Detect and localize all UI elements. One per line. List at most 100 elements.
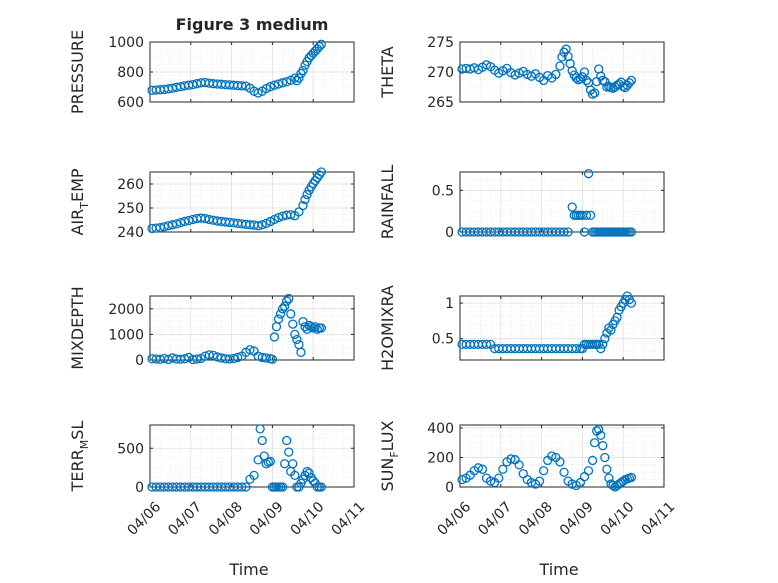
- ytick-label: 800: [117, 65, 144, 81]
- data-point: [587, 89, 598, 99]
- subplot-2: 240 250 260 AIRTEMP: [68, 167, 355, 241]
- ytick-label: 1: [445, 296, 454, 312]
- data-point: [175, 217, 186, 228]
- data-point: [626, 472, 637, 483]
- ylabel-6: TERRMSL: [68, 421, 91, 493]
- data-point: [600, 334, 610, 344]
- data-point: [579, 67, 590, 77]
- data-point: [275, 309, 286, 319]
- data-point: [261, 353, 271, 363]
- subplot-1: 265 270 275 THETA: [378, 35, 665, 111]
- data-point: [596, 430, 606, 440]
- data-point: [282, 77, 292, 87]
- data-point: [304, 468, 314, 478]
- data-point: [585, 210, 596, 220]
- data-point: [598, 75, 608, 86]
- data-point: [557, 52, 567, 62]
- data-point: [457, 474, 467, 485]
- ytick-label: 260: [117, 177, 144, 193]
- subplot-3: 0 0.5 RAINFALL: [378, 165, 665, 241]
- ytick-label: 0: [135, 353, 144, 369]
- ytick-label: 0.5: [432, 332, 454, 348]
- data-point: [587, 455, 598, 466]
- xtick-label: 04/10: [598, 499, 638, 539]
- data-point: [551, 69, 561, 80]
- xtick-label: 04/07: [475, 499, 515, 539]
- data-point: [245, 345, 255, 355]
- data-point: [255, 424, 265, 434]
- data-point: [581, 210, 592, 220]
- subplot-7: 0 200 400 04/06 04/07 04/08 04/09 04/10 04/11 Tim…: [378, 420, 678, 579]
- ytick-label: 400: [427, 421, 454, 437]
- subplot-6: 0 500 04/06 04/07 04/08 04/09 04/10 04/11 Time TE…: [68, 421, 368, 579]
- data-point: [286, 210, 296, 220]
- data-point: [277, 78, 288, 88]
- xtick-label: 04/06: [124, 499, 164, 539]
- data-point: [506, 454, 516, 464]
- data-point: [583, 466, 594, 476]
- data-point: [485, 476, 496, 486]
- data-point: [608, 480, 618, 491]
- axes-frame-3: [459, 171, 665, 233]
- data-point: [598, 441, 608, 451]
- data-point: [167, 220, 178, 230]
- ytick-label: 240: [117, 225, 144, 241]
- data-point: [312, 324, 322, 334]
- ytick-label: 1000: [108, 35, 144, 51]
- data-point: [555, 61, 565, 71]
- data-point: [294, 207, 304, 217]
- data-point: [626, 227, 637, 237]
- ylabel-5: H2OMIXRA: [378, 285, 397, 371]
- xtick-label: 04/07: [165, 499, 205, 539]
- ylabel-1: THETA: [378, 46, 397, 98]
- data-point: [279, 301, 290, 311]
- data-point: [294, 73, 304, 83]
- xtick-label: 04/09: [247, 499, 287, 539]
- data-point: [624, 78, 634, 88]
- data-point: [228, 353, 239, 364]
- axes-frame-5: [459, 295, 665, 361]
- axes-frame-2: [149, 171, 355, 233]
- data-point: [171, 219, 182, 229]
- subplot-0: 600 800 1000 PRESSURE: [68, 30, 355, 114]
- data-point: [298, 65, 308, 76]
- data-point: [596, 343, 606, 354]
- data-point: [208, 350, 218, 361]
- data-point: [282, 435, 292, 446]
- data-point: [594, 424, 604, 435]
- ytick-label: 275: [427, 35, 454, 51]
- xtick-label: 04/08: [206, 499, 246, 539]
- data-point: [290, 470, 300, 481]
- data-point: [534, 476, 545, 486]
- data-point: [253, 221, 263, 231]
- ytick-label: 0: [135, 480, 144, 496]
- data-point: [626, 298, 637, 308]
- data-point: [265, 82, 276, 92]
- data-point: [310, 322, 320, 332]
- xtick-label: 04/06: [434, 499, 474, 539]
- data-point: [583, 169, 594, 179]
- data-point: [571, 343, 581, 354]
- data-point: [316, 323, 327, 333]
- data-point: [237, 482, 247, 492]
- data-point: [298, 200, 308, 211]
- data-point: [498, 464, 508, 474]
- data-point: [296, 347, 306, 357]
- data-point: [249, 470, 259, 481]
- ylabel-7: SUNFLUX: [378, 420, 401, 491]
- data-point: [494, 473, 504, 483]
- data-point: [257, 220, 267, 230]
- data-point: [477, 464, 488, 474]
- data-point: [600, 452, 610, 463]
- data-point: [594, 339, 604, 350]
- ytick-label: 0.5: [432, 183, 454, 199]
- ytick-label: 270: [427, 65, 454, 81]
- data-point: [606, 325, 616, 335]
- ytick-label: 600: [117, 95, 144, 111]
- data-point: [314, 41, 324, 52]
- data-point: [473, 463, 484, 473]
- data-point: [269, 332, 280, 342]
- data-point: [559, 227, 569, 237]
- data-point: [626, 75, 637, 86]
